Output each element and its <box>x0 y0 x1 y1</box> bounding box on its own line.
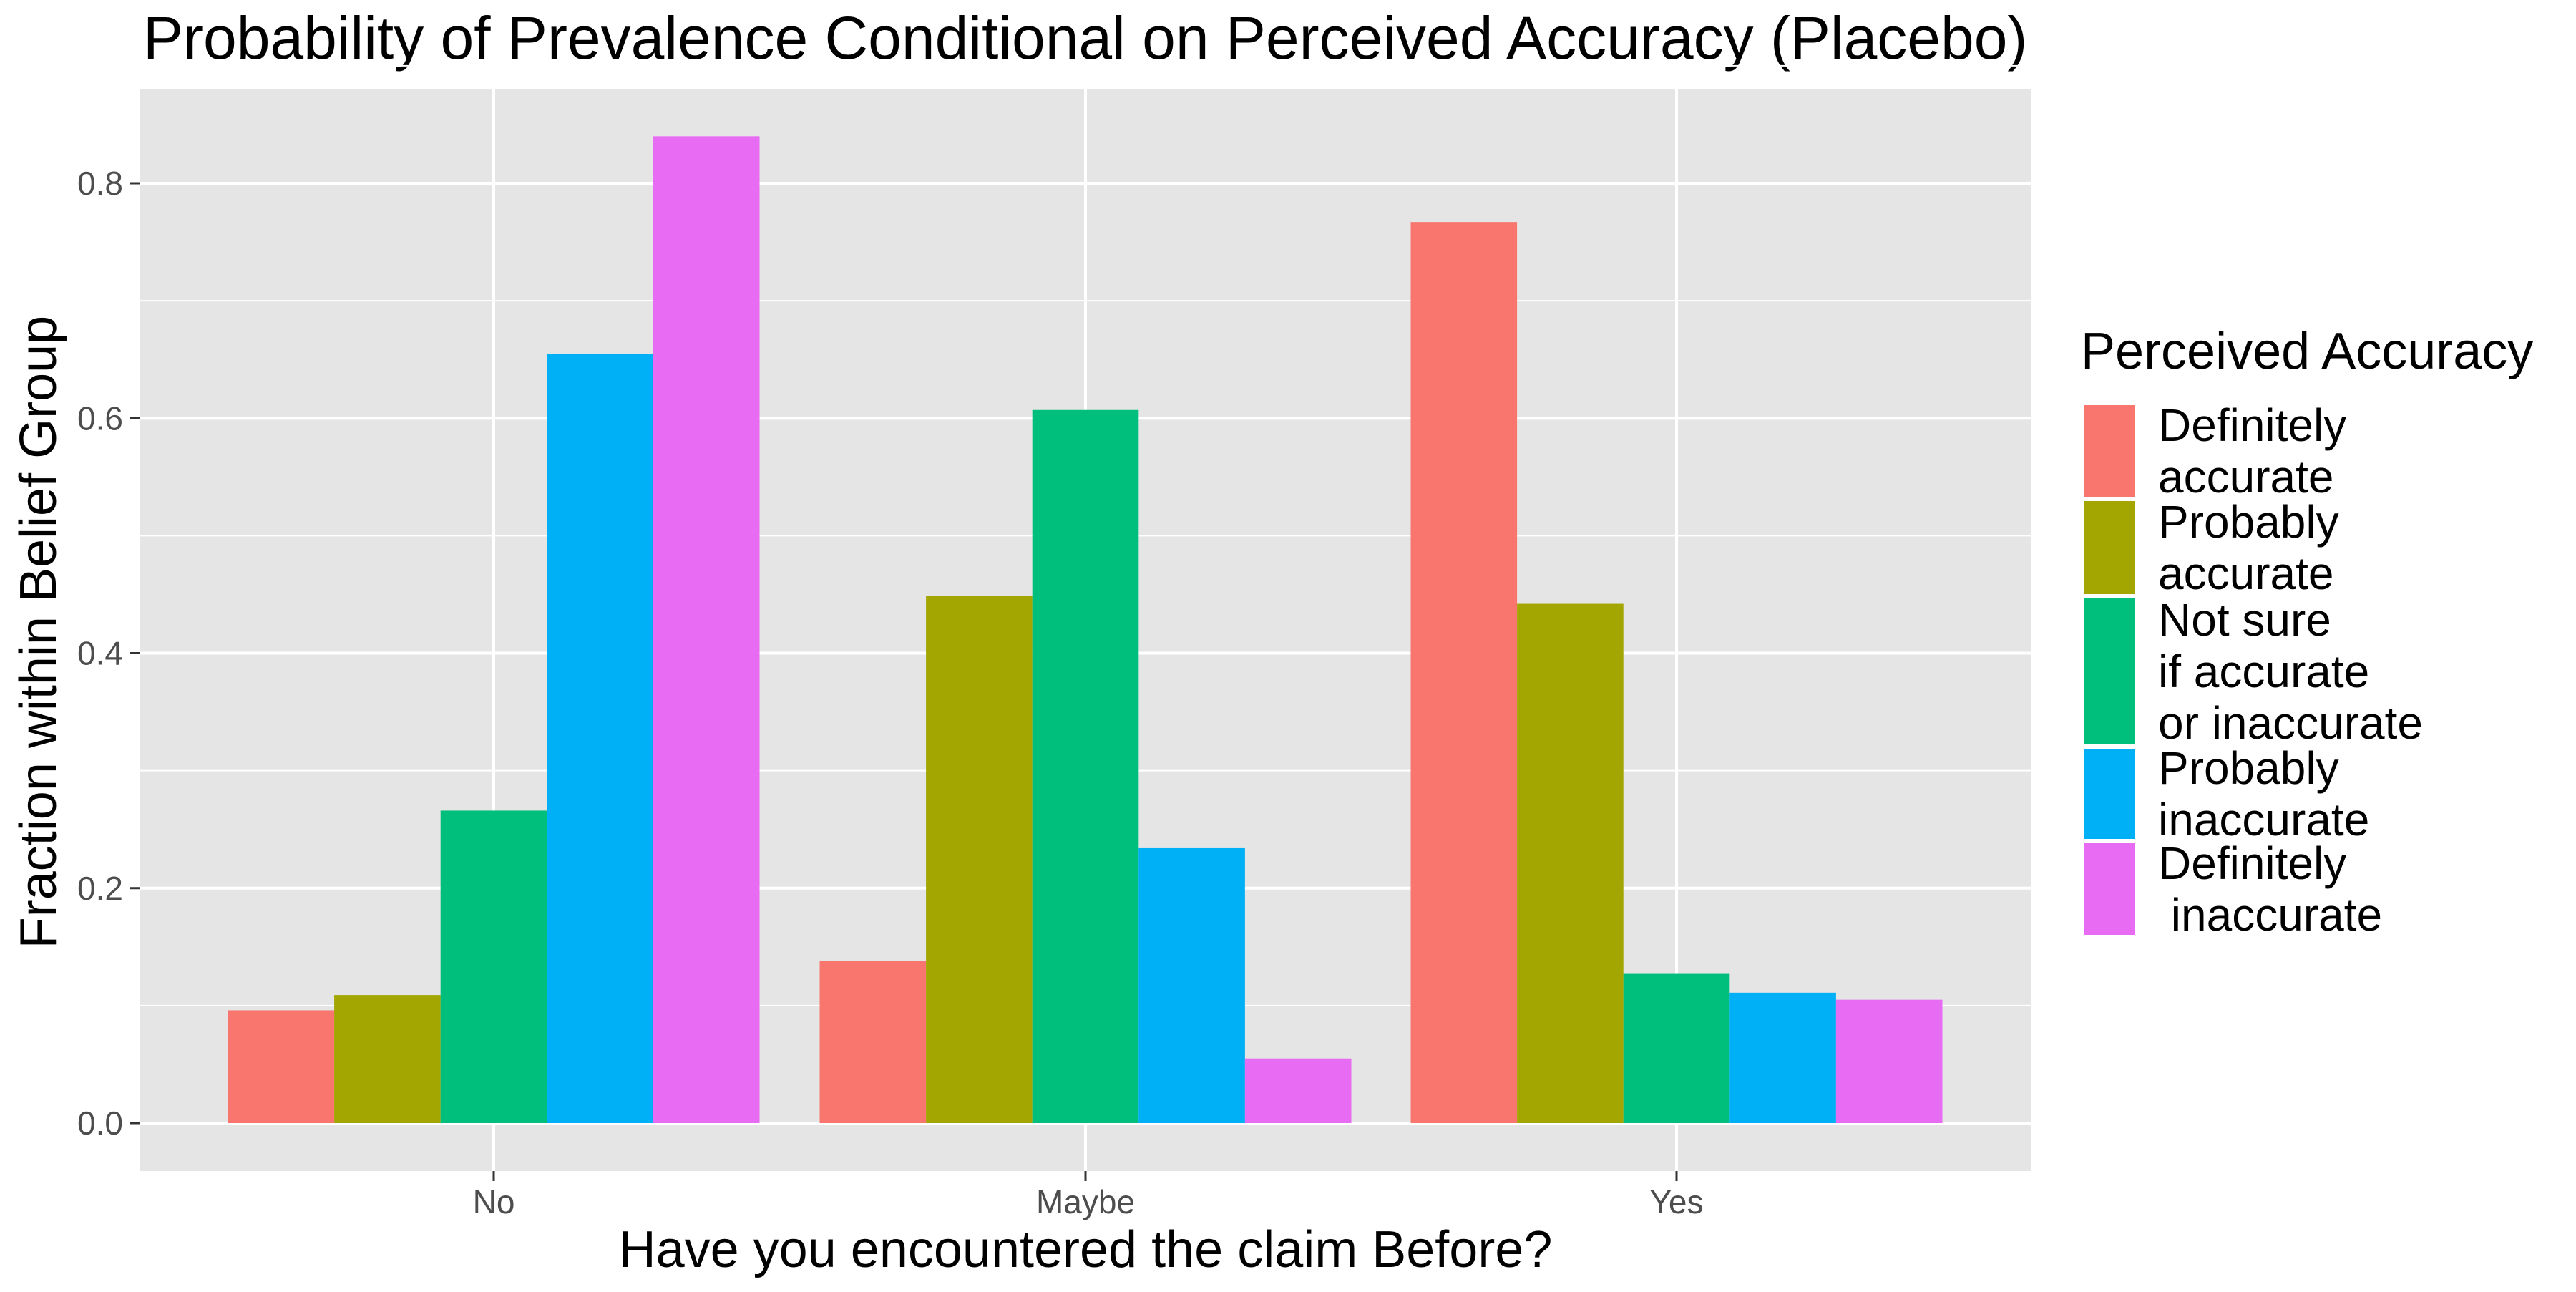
bar-maybe-probably-inaccurate <box>1138 847 1245 1123</box>
bar-no-definitely-inaccurate <box>653 136 760 1124</box>
legend: Perceived Accuracy Definitely accuratePro… <box>2081 323 2533 941</box>
legend-title: Perceived Accuracy <box>2081 323 2533 380</box>
legend-label: Probably accurate <box>2158 496 2339 599</box>
bar-maybe-definitely-inaccurate <box>1244 1058 1352 1123</box>
y-axis-title: Fraction within Belief Group <box>10 316 67 948</box>
bar-no-not-sure-if-accurate-or-inaccurate <box>440 810 547 1123</box>
legend-label: Definitely accurate <box>2158 399 2346 502</box>
x-axis-title: Have you encountered the claim Before? <box>619 1221 1553 1278</box>
bar-yes-definitely-accurate <box>1410 222 1518 1123</box>
legend-key <box>2084 598 2135 744</box>
bar-maybe-not-sure-if-accurate-or-inaccurate <box>1032 409 1139 1123</box>
y-tick-label: 0.0 <box>77 1104 123 1142</box>
legend-key <box>2084 405 2135 497</box>
y-tick-label: 0.4 <box>77 635 123 672</box>
y-tick-label: 0.2 <box>77 870 123 907</box>
bar-yes-not-sure-if-accurate-or-inaccurate <box>1623 973 1730 1123</box>
bar-no-probably-accurate <box>334 995 441 1123</box>
bar-maybe-probably-accurate <box>926 596 1033 1123</box>
y-tick-label: 0.6 <box>77 399 123 437</box>
bar-yes-definitely-inaccurate <box>1835 999 1943 1123</box>
chart-title: Probability of Prevalence Conditional on… <box>143 4 2027 72</box>
legend-label: Not sure if accurate or inaccurate <box>2158 594 2423 749</box>
legend-key <box>2084 843 2135 935</box>
legend-label: Probably inaccurate <box>2158 742 2369 845</box>
bar-maybe-definitely-accurate <box>819 961 927 1123</box>
y-axis: 0.0 0.2 0.4 0.6 0.8 <box>77 165 140 1142</box>
x-axis: No Maybe Yes <box>473 1171 1704 1220</box>
bar-no-probably-inaccurate <box>547 353 653 1124</box>
bar-yes-probably-inaccurate <box>1729 992 1836 1123</box>
y-tick-label: 0.8 <box>77 165 123 202</box>
legend-label: Definitely inaccurate <box>2158 837 2382 941</box>
x-tick-label: No <box>473 1183 515 1220</box>
legend-key <box>2084 749 2135 839</box>
bar-no-definitely-accurate <box>228 1010 335 1123</box>
x-tick-label: Maybe <box>1036 1183 1135 1220</box>
bar-yes-probably-accurate <box>1517 603 1624 1123</box>
x-tick-label: Yes <box>1649 1183 1703 1220</box>
bars <box>228 136 1943 1124</box>
legend-key <box>2084 501 2135 594</box>
